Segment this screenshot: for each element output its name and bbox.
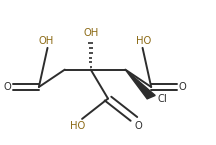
Text: O: O (4, 82, 11, 92)
Text: OH: OH (39, 36, 54, 46)
Text: Cl: Cl (158, 94, 167, 104)
Text: OH: OH (83, 28, 98, 38)
Text: HO: HO (70, 121, 85, 131)
Text: O: O (134, 121, 142, 131)
Text: HO: HO (136, 36, 151, 46)
Polygon shape (125, 70, 155, 99)
Text: O: O (179, 82, 186, 92)
